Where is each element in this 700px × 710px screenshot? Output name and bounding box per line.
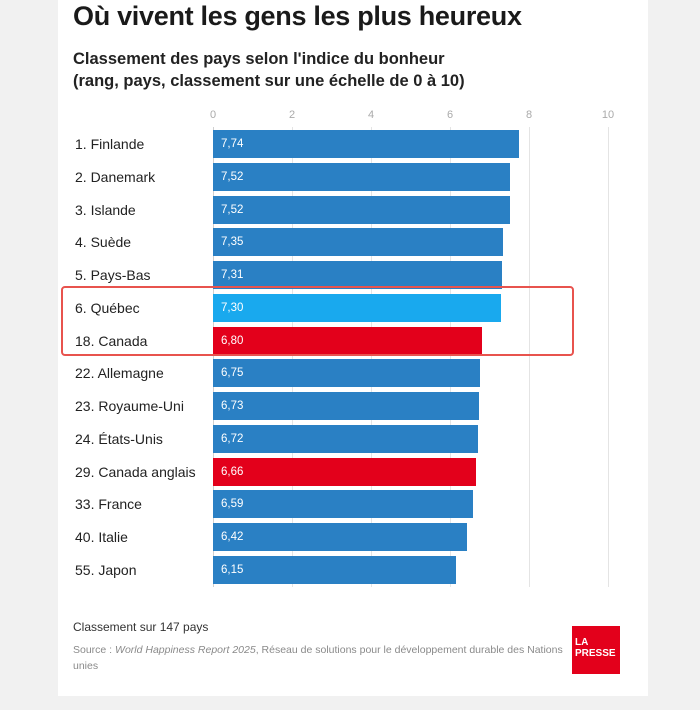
bar: 6,80 bbox=[213, 326, 482, 355]
bar: 6,42 bbox=[213, 523, 467, 551]
x-tick-label: 2 bbox=[288, 109, 296, 121]
x-tick-label: 8 bbox=[525, 109, 533, 121]
gridline bbox=[608, 127, 609, 587]
bar-value-label: 7,35 bbox=[221, 236, 244, 249]
logo-line2: PRESSE bbox=[575, 648, 616, 659]
bar-value-label: 7,31 bbox=[221, 269, 244, 281]
bar: 7,30 bbox=[213, 293, 502, 322]
category-label: 4. Suède bbox=[75, 234, 132, 251]
chart-title: Où vivent les gens les plus heureux bbox=[73, 1, 522, 31]
bar: 6,72 bbox=[213, 424, 479, 453]
gridline bbox=[450, 127, 451, 587]
bar-value-label: 6,66 bbox=[221, 465, 244, 478]
bar: 7,52 bbox=[213, 162, 511, 191]
highlight-box bbox=[61, 286, 574, 356]
source-rest: , Réseau de solutions pour le développem… bbox=[73, 644, 563, 672]
bar: 6,66 bbox=[213, 457, 477, 486]
category-label: 18. Canada bbox=[75, 332, 148, 349]
bar-value-label: 6,59 bbox=[221, 498, 244, 511]
footnote: Classement sur 147 pays bbox=[73, 620, 209, 634]
bar: 7,31 bbox=[213, 261, 502, 289]
x-tick-label: 6 bbox=[446, 109, 454, 121]
y-axis-line bbox=[213, 127, 214, 587]
source-note: Source : World Happiness Report 2025, Ré… bbox=[73, 642, 568, 674]
bar-value-label: 6,73 bbox=[221, 400, 244, 412]
gridline bbox=[292, 127, 293, 587]
bar: 6,15 bbox=[213, 555, 456, 584]
source-report: World Happiness Report 2025 bbox=[115, 644, 256, 656]
category-label: 55. Japon bbox=[75, 561, 137, 578]
source-prefix: Source : bbox=[73, 644, 116, 656]
logo-line1: LA bbox=[575, 637, 589, 648]
category-label: 29. Canada anglais bbox=[75, 463, 196, 480]
bar: 7,35 bbox=[213, 228, 504, 257]
gridline bbox=[371, 127, 372, 587]
chart-subtitle-line1: Classement des pays selon l'indice du bo… bbox=[73, 50, 445, 68]
la-presse-logo: LA PRESSE bbox=[572, 626, 620, 674]
bar: 6,73 bbox=[213, 392, 479, 420]
bar: 6,75 bbox=[213, 359, 480, 388]
category-label: 40. Italie bbox=[75, 529, 128, 545]
category-label: 5. Pays-Bas bbox=[75, 267, 151, 283]
x-tick-label: 10 bbox=[601, 109, 615, 121]
x-tick-label: 0 bbox=[209, 109, 217, 121]
gridline bbox=[529, 127, 530, 587]
bar: 7,52 bbox=[213, 195, 511, 224]
bar-value-label: 6,80 bbox=[221, 334, 244, 347]
category-label: 2. Danemark bbox=[75, 168, 156, 185]
bar-value-label: 7,52 bbox=[221, 170, 244, 183]
category-label: 22. Allemagne bbox=[75, 365, 164, 382]
category-label: 23. Royaume-Uni bbox=[75, 398, 184, 414]
category-label: 24. États-Unis bbox=[75, 430, 163, 447]
bar-value-label: 6,72 bbox=[221, 432, 244, 445]
category-label: 6. Québec bbox=[75, 299, 140, 316]
bar-value-label: 6,75 bbox=[221, 367, 244, 380]
category-label: 3. Islande bbox=[75, 201, 136, 218]
bar-value-label: 7,74 bbox=[221, 138, 244, 150]
bar-value-label: 7,52 bbox=[221, 203, 244, 216]
category-label: 1. Finlande bbox=[75, 136, 145, 152]
chart-subtitle-line2: (rang, pays, classement sur une échelle … bbox=[73, 72, 465, 90]
x-tick-label: 4 bbox=[367, 109, 375, 121]
category-label: 33. France bbox=[75, 496, 142, 513]
bar: 7,74 bbox=[213, 130, 519, 158]
bar: 6,59 bbox=[213, 490, 474, 519]
bar-value-label: 6,15 bbox=[221, 563, 244, 576]
bar-value-label: 7,30 bbox=[221, 301, 244, 314]
bar-value-label: 6,42 bbox=[221, 531, 244, 543]
